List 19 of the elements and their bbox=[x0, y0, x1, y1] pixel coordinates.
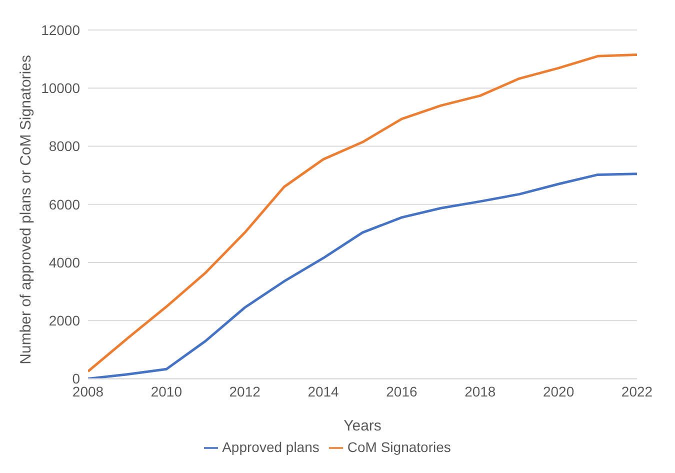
line-series bbox=[88, 53, 637, 373]
y-tick-label: 4000 bbox=[48, 254, 80, 270]
y-tick-label: 8000 bbox=[48, 138, 80, 154]
x-tick-label: 2010 bbox=[150, 384, 182, 400]
x-tick-label: 2014 bbox=[308, 384, 340, 400]
x-tick-label: 2022 bbox=[621, 384, 653, 400]
x-axis-title: Years bbox=[344, 418, 382, 435]
x-tick-label: 2016 bbox=[386, 384, 418, 400]
x-tick-label: 2018 bbox=[464, 384, 496, 400]
y-tick-label: 2000 bbox=[48, 312, 80, 329]
y-tick-label: 10000 bbox=[41, 80, 80, 96]
x-tick-label: 2020 bbox=[542, 384, 574, 400]
x-tick-label: 2012 bbox=[229, 384, 261, 400]
legend-label: CoM Signatories bbox=[347, 438, 451, 455]
y-tick-label: 12000 bbox=[41, 22, 80, 38]
y-axis-title: Number of approved plans or CoM Signatories bbox=[17, 55, 34, 364]
line-series bbox=[88, 172, 637, 379]
y-tick-label: 6000 bbox=[48, 196, 80, 212]
legend-label: Approved plans bbox=[222, 438, 320, 455]
